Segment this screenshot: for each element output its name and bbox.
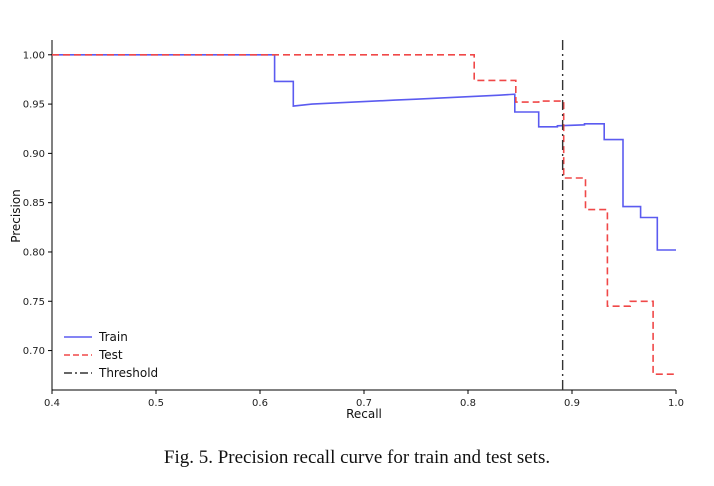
x-tick-label: 0.7 (356, 398, 372, 409)
figure-caption: Fig. 5. Precision recall curve for train… (163, 447, 551, 468)
y-tick-label: 0.90 (23, 149, 45, 160)
plot-axes (51, 40, 676, 391)
x-tick-label: 0.8 (460, 398, 476, 409)
y-tick-label: 0.85 (23, 198, 45, 209)
y-tick-label: 0.70 (23, 346, 45, 357)
legend-label-threshold: Threshold (98, 366, 158, 380)
legend-label-train: Train (98, 330, 128, 344)
x-tick-label: 0.9 (564, 398, 580, 409)
y-tick-label: 0.80 (23, 247, 45, 258)
x-tick-label: 1.0 (668, 398, 684, 409)
x-tick-label: 0.4 (44, 398, 60, 409)
y-axis-ticks: 0.70 0.75 0.80 0.85 0.90 0.95 1.00 (23, 50, 52, 357)
series-train-line (52, 53, 676, 251)
series-lines (52, 40, 676, 390)
x-tick-label: 0.6 (252, 398, 268, 409)
x-axis-ticks: 0.4 0.5 0.6 0.7 0.8 0.9 1.0 (44, 390, 684, 409)
y-axis-label: Precision (9, 189, 23, 243)
series-test-line (52, 53, 676, 376)
y-tick-label: 0.95 (23, 100, 45, 111)
legend: Train Test Threshold (64, 330, 158, 380)
x-tick-label: 0.5 (148, 398, 164, 409)
precision-recall-chart: 0.4 0.5 0.6 0.7 0.8 0.9 1.0 0.700.750.800.850.… (9, 40, 684, 421)
legend-label-test: Test (98, 348, 123, 362)
y-tick-label: 0.75 (23, 297, 45, 308)
y-tick-label: 1.00 (23, 50, 45, 61)
x-axis-label: Recall (346, 407, 382, 421)
